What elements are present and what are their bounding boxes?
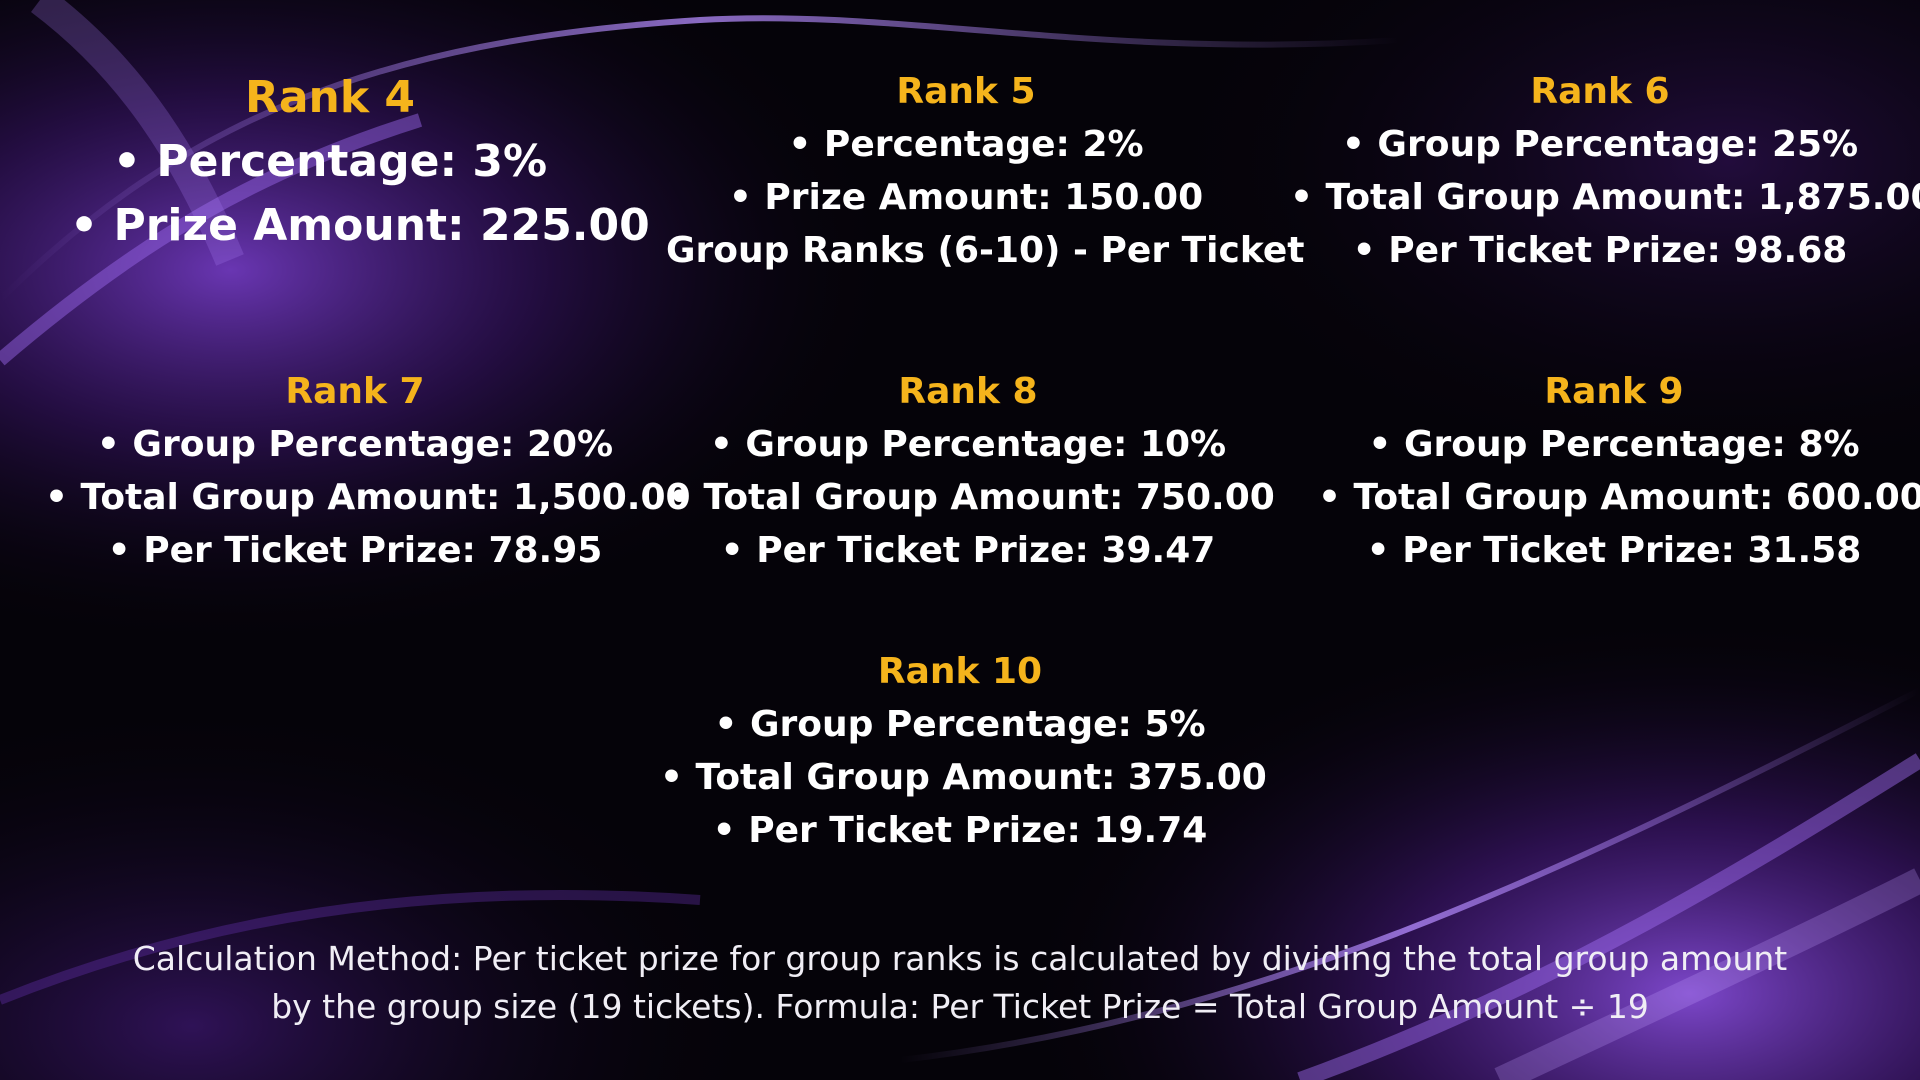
rank-4-percentage: • Percentage: 3% (112, 136, 548, 187)
rank-8-group-percentage: • Group Percentage: 10% (709, 424, 1227, 465)
rank-6-per-ticket-prize: • Per Ticket Prize: 98.68 (1352, 230, 1848, 271)
calculation-method-note: Calculation Method: Per ticket prize for… (80, 935, 1840, 1031)
rank-4-block: Rank 4 • Percentage: 3% • Prize Amount: … (70, 66, 650, 258)
rank-9-block: Rank 9 • Group Percentage: 8% • Total Gr… (1318, 365, 1920, 577)
rank-10-title: Rank 10 (877, 651, 1043, 692)
rank-5-block: Rank 5 • Percentage: 2% • Prize Amount: … (666, 65, 1305, 277)
rank-9-group-percentage: • Group Percentage: 8% (1368, 424, 1860, 465)
rank-6-title: Rank 6 (1530, 71, 1670, 112)
rank-5-title: Rank 5 (896, 71, 1036, 112)
rank-7-block: Rank 7 • Group Percentage: 20% • Total G… (45, 365, 691, 577)
rank-10-total-group-amount: • Total Group Amount: 375.00 (660, 757, 1267, 798)
rank-4-prize-amount: • Prize Amount: 225.00 (70, 200, 650, 251)
rank-5-percentage: • Percentage: 2% (788, 124, 1144, 165)
rank-5-prize-amount: • Prize Amount: 150.00 (728, 177, 1204, 218)
rank-10-block: Rank 10 • Group Percentage: 5% • Total G… (660, 645, 1267, 857)
rank-8-block: Rank 8 • Group Percentage: 10% • Total G… (668, 365, 1275, 577)
rank-7-group-percentage: • Group Percentage: 20% (96, 424, 614, 465)
rank-7-total-group-amount: • Total Group Amount: 1,500.00 (45, 477, 691, 518)
rank-7-title: Rank 7 (285, 371, 425, 412)
calculation-method-line-2: by the group size (19 tickets). Formula:… (271, 987, 1649, 1026)
calculation-method-line-1: Calculation Method: Per ticket prize for… (132, 939, 1788, 978)
rank-8-per-ticket-prize: • Per Ticket Prize: 39.47 (720, 530, 1216, 571)
rank-10-group-percentage: • Group Percentage: 5% (714, 704, 1206, 745)
rank-9-total-group-amount: • Total Group Amount: 600.00 (1318, 477, 1920, 518)
rank-8-title: Rank 8 (898, 371, 1038, 412)
rank-6-group-percentage: • Group Percentage: 25% (1341, 124, 1859, 165)
rank-6-total-group-amount: • Total Group Amount: 1,875.00 (1290, 177, 1920, 218)
group-ranks-heading: Group Ranks (6-10) - Per Ticket (666, 230, 1305, 271)
rank-9-title: Rank 9 (1544, 371, 1684, 412)
rank-8-total-group-amount: • Total Group Amount: 750.00 (668, 477, 1275, 518)
rank-6-block: Rank 6 • Group Percentage: 25% • Total G… (1290, 65, 1920, 277)
rank-10-per-ticket-prize: • Per Ticket Prize: 19.74 (712, 810, 1208, 851)
rank-7-per-ticket-prize: • Per Ticket Prize: 78.95 (107, 530, 603, 571)
rank-4-title: Rank 4 (244, 72, 416, 123)
rank-9-per-ticket-prize: • Per Ticket Prize: 31.58 (1366, 530, 1862, 571)
